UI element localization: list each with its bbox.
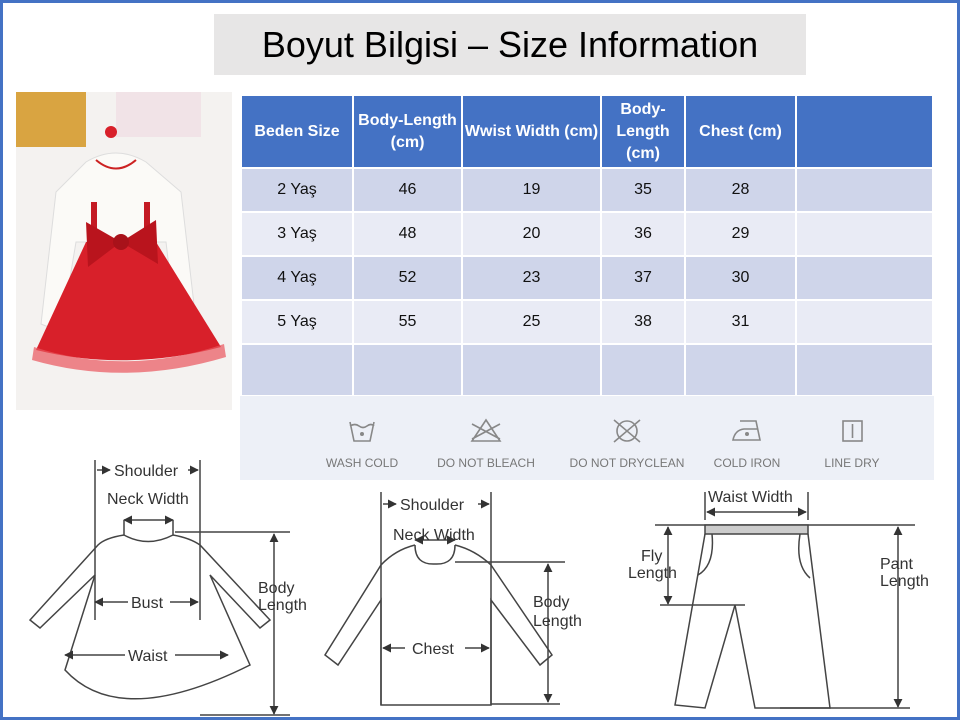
cell: 36	[600, 211, 686, 257]
cell: 46	[352, 167, 463, 213]
dress-bust-label: Bust	[131, 595, 164, 612]
table-row: 5 Yaş 55 25 38 31	[240, 299, 934, 345]
cell	[240, 343, 354, 397]
header-empty	[795, 94, 934, 169]
pants-waist-label: Waist Width	[708, 489, 793, 506]
do-not-bleach-icon	[470, 418, 502, 442]
cell: 35	[600, 167, 686, 213]
care-item: LINE DRY	[792, 418, 912, 470]
cell: 48	[352, 211, 463, 257]
cell: 23	[461, 255, 602, 301]
size-table: Beden Size Body-Length (cm) Wwist Width …	[240, 94, 934, 397]
cell: 20	[461, 211, 602, 257]
cell	[795, 211, 934, 257]
wash-cold-icon	[349, 421, 375, 442]
cell: 29	[684, 211, 797, 257]
cell: 38	[600, 299, 686, 345]
table-row: 2 Yaş 46 19 35 28	[240, 167, 934, 213]
page-title: Boyut Bilgisi – Size Information	[214, 14, 806, 75]
pants-fly-label: Fly	[641, 548, 662, 565]
line-dry-icon	[842, 420, 863, 442]
pants-fly-label-2: Length	[628, 565, 677, 582]
dress-shoulder-label: Shoulder	[114, 463, 179, 480]
header-size: Beden Size	[240, 94, 354, 169]
cell: 28	[684, 167, 797, 213]
do-not-dryclean-icon	[613, 419, 641, 443]
cell	[600, 343, 686, 397]
care-item: WASH COLD	[302, 418, 422, 470]
product-photo	[16, 92, 232, 410]
care-item: DO NOT DRYCLEAN	[567, 418, 687, 470]
pants-length-label-2: Length	[880, 573, 929, 590]
cell: 2 Yaş	[240, 167, 354, 213]
care-item: DO NOT BLEACH	[426, 418, 546, 470]
cell	[461, 343, 602, 397]
table-row: 4 Yaş 52 23 37 30	[240, 255, 934, 301]
cell	[352, 343, 463, 397]
dress-length-label-2: Length	[258, 597, 307, 614]
cell	[684, 343, 797, 397]
header-chest: Chest (cm)	[684, 94, 797, 169]
header-waist-width: Wwist Width (cm)	[461, 94, 602, 169]
cell: 19	[461, 167, 602, 213]
shirt-chest-label: Chest	[412, 641, 454, 658]
pants-length-label: Pant	[880, 556, 913, 573]
cell	[795, 255, 934, 301]
shirt-neck-label: Neck Width	[393, 527, 475, 544]
care-instructions: WASH COLD DO NOT BLEACH DO NOT DRYCLEAN …	[240, 396, 934, 480]
header-body-length-2: Body-Length (cm)	[600, 94, 686, 169]
shirt-shoulder-label: Shoulder	[400, 497, 465, 514]
dress-waist-label: Waist	[128, 648, 168, 665]
cell	[795, 167, 934, 213]
cell: 30	[684, 255, 797, 301]
dress-neck-label: Neck Width	[107, 491, 189, 508]
table-row: 3 Yaş 48 20 36 29	[240, 211, 934, 257]
cold-iron-icon	[732, 420, 761, 441]
pants-diagram	[655, 492, 915, 709]
cell: 37	[600, 255, 686, 301]
table-row	[240, 343, 934, 397]
header-body-length: Body-Length (cm)	[352, 94, 463, 169]
cell	[795, 343, 934, 397]
cell: 52	[352, 255, 463, 301]
shirt-length-label-2: Length	[533, 613, 582, 630]
shirt-length-label: Body	[533, 594, 569, 611]
dress-length-label: Body	[258, 580, 294, 597]
cell: 31	[684, 299, 797, 345]
cell: 3 Yaş	[240, 211, 354, 257]
table-header-row: Beden Size Body-Length (cm) Wwist Width …	[240, 94, 934, 169]
cell: 4 Yaş	[240, 255, 354, 301]
measurement-diagrams: Shoulder Neck Width Bust Waist Body Leng…	[28, 460, 929, 716]
dress-diagram	[28, 460, 290, 716]
cell: 5 Yaş	[240, 299, 354, 345]
cell: 25	[461, 299, 602, 345]
care-item: COLD IRON	[687, 418, 807, 470]
cell	[795, 299, 934, 345]
shirt-diagram	[324, 492, 565, 706]
cell: 55	[352, 299, 463, 345]
